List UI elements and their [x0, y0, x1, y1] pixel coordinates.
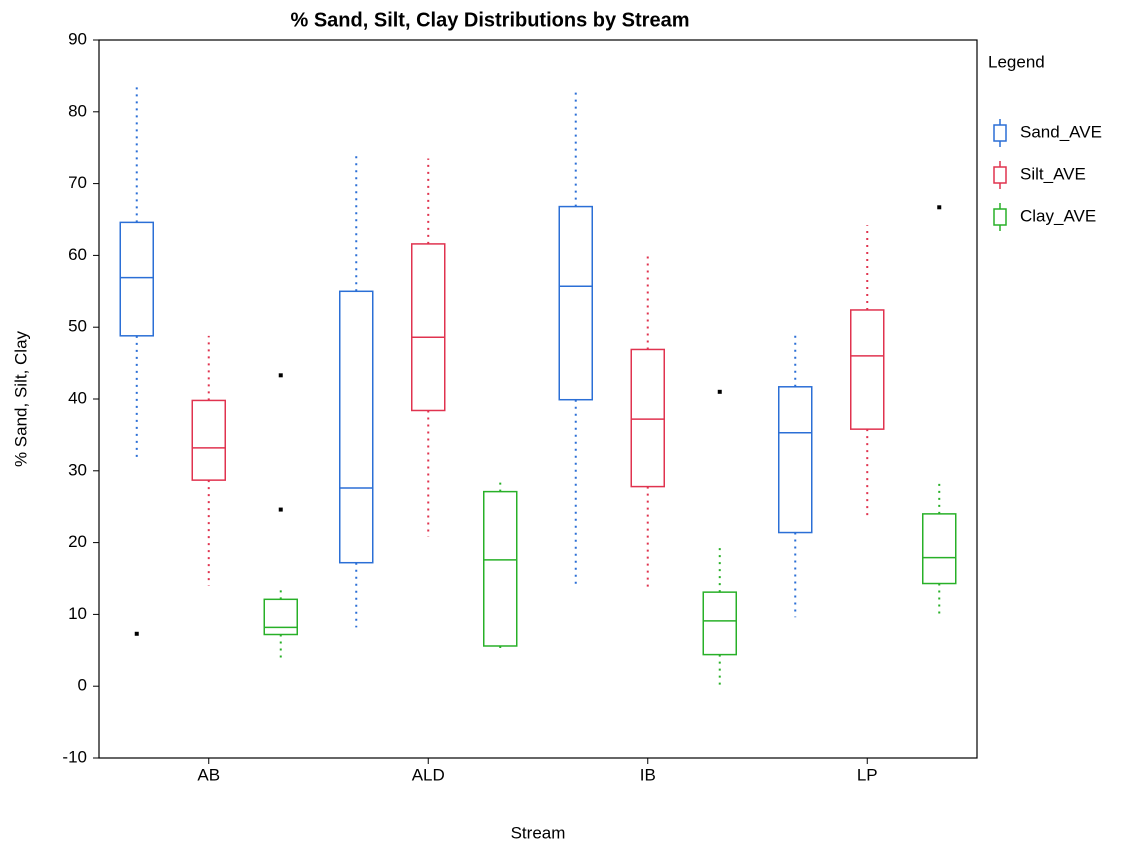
- outlier: [937, 205, 942, 210]
- outlier: [278, 373, 283, 378]
- box: [702, 591, 737, 656]
- legend-label: Silt_AVE: [1020, 164, 1086, 183]
- box: [778, 386, 813, 534]
- box: [411, 243, 446, 412]
- x-axis-label: Stream: [511, 823, 566, 842]
- outlier: [278, 507, 283, 512]
- box: [558, 205, 593, 401]
- y-tick-label: 50: [68, 317, 87, 336]
- box: [119, 221, 154, 337]
- x-tick-label: AB: [197, 765, 220, 784]
- y-tick-label: 40: [68, 388, 87, 407]
- x-tick-label: ALD: [412, 765, 445, 784]
- y-tick-label: 80: [68, 101, 87, 120]
- box: [339, 290, 374, 564]
- y-tick-label: 30: [68, 460, 87, 479]
- box: [850, 309, 885, 430]
- legend-label: Sand_AVE: [1020, 122, 1102, 141]
- legend-box: [993, 124, 1007, 142]
- y-tick-label: -10: [62, 747, 87, 766]
- legend-label: Clay_AVE: [1020, 206, 1096, 225]
- y-axis-label: % Sand, Silt, Clay: [11, 330, 30, 467]
- y-tick-label: 10: [68, 604, 87, 623]
- legend-box: [993, 166, 1007, 184]
- box: [263, 598, 298, 636]
- x-tick-label: IB: [640, 765, 656, 784]
- y-tick-label: 90: [68, 29, 87, 48]
- plot-frame: [98, 39, 978, 759]
- y-tick-label: 70: [68, 173, 87, 192]
- box: [630, 348, 665, 488]
- box: [922, 513, 957, 585]
- box: [483, 490, 518, 647]
- legend-box: [993, 208, 1007, 226]
- x-tick-label: LP: [857, 765, 878, 784]
- y-tick-label: 0: [78, 676, 87, 695]
- legend-title: Legend: [988, 52, 1045, 71]
- y-tick-label: 60: [68, 245, 87, 264]
- y-tick-label: 20: [68, 532, 87, 551]
- outlier: [717, 389, 722, 394]
- chart-title: % Sand, Silt, Clay Distributions by Stre…: [291, 9, 690, 31]
- outlier: [134, 631, 139, 636]
- box: [191, 399, 226, 481]
